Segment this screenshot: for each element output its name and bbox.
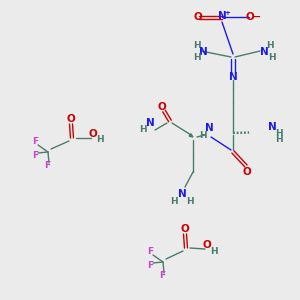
- Text: F: F: [159, 272, 165, 280]
- Polygon shape: [189, 134, 193, 137]
- Text: H: H: [199, 130, 207, 140]
- Text: O: O: [194, 12, 202, 22]
- Text: O: O: [181, 224, 189, 234]
- Text: H: H: [193, 53, 201, 62]
- Text: H: H: [275, 136, 283, 145]
- Text: N: N: [229, 72, 237, 82]
- Text: N: N: [268, 122, 276, 132]
- Text: O: O: [67, 114, 75, 124]
- Text: H: H: [96, 136, 104, 145]
- Text: F: F: [32, 137, 38, 146]
- Text: H: H: [210, 247, 218, 256]
- Text: O: O: [88, 129, 98, 139]
- Text: O: O: [246, 12, 254, 22]
- Text: N: N: [205, 123, 213, 133]
- Text: N: N: [199, 47, 207, 57]
- Text: F: F: [147, 262, 153, 271]
- Text: H: H: [275, 128, 283, 137]
- Text: H: H: [193, 41, 201, 50]
- Text: F: F: [147, 248, 153, 256]
- Text: N: N: [218, 11, 226, 21]
- Text: +: +: [224, 10, 230, 16]
- Text: H: H: [268, 53, 276, 62]
- Text: H: H: [139, 124, 147, 134]
- Text: O: O: [202, 240, 211, 250]
- Text: N: N: [146, 118, 154, 128]
- Text: H: H: [170, 196, 178, 206]
- Text: N: N: [178, 189, 186, 199]
- Text: F: F: [32, 152, 38, 160]
- Text: H: H: [186, 196, 194, 206]
- Text: N: N: [260, 47, 268, 57]
- Text: H: H: [266, 41, 274, 50]
- Text: −: −: [253, 12, 261, 22]
- Text: O: O: [243, 167, 251, 177]
- Text: O: O: [158, 102, 166, 112]
- Text: F: F: [44, 161, 50, 170]
